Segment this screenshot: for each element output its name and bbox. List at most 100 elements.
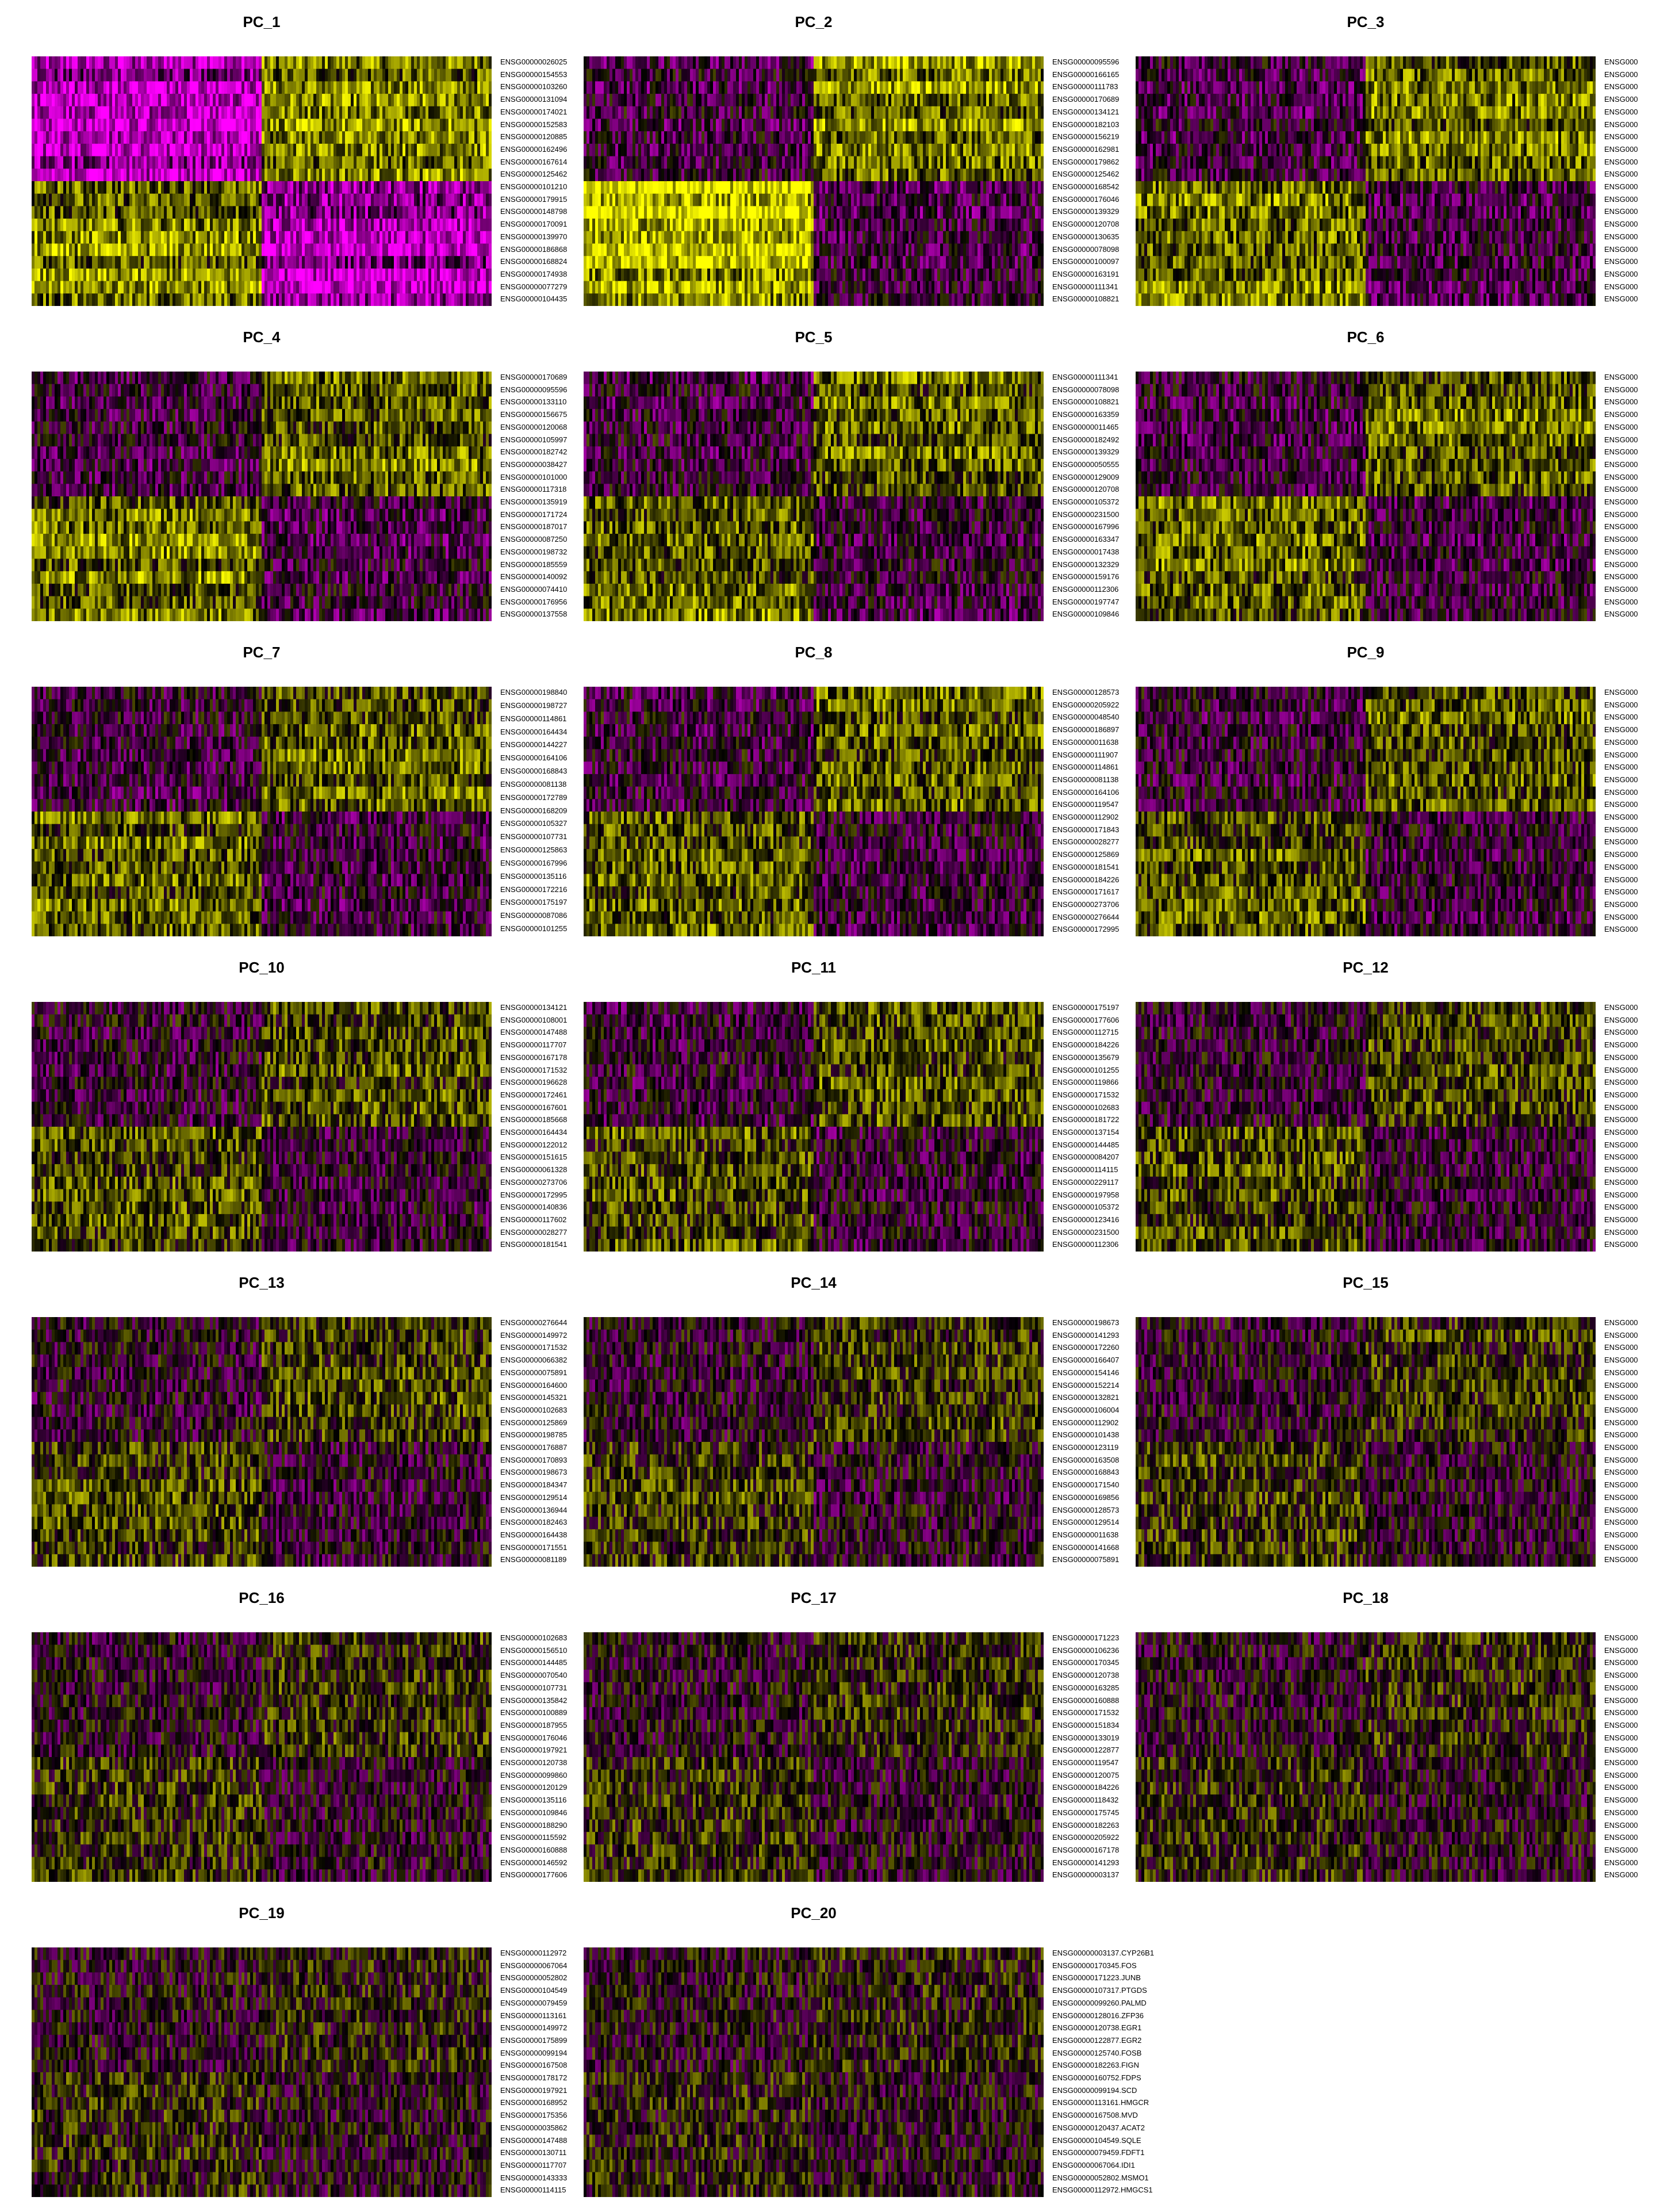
heatmap-cell <box>250 194 254 206</box>
heatmap-cell <box>86 81 90 94</box>
heatmap-cell <box>417 244 420 257</box>
heatmap-cell <box>244 206 248 219</box>
heatmap-cell <box>221 119 225 132</box>
heatmap-cell <box>880 144 883 156</box>
heatmap-cell <box>305 106 308 119</box>
heatmap-cell <box>118 281 121 294</box>
heatmap-cell <box>264 281 268 294</box>
heatmap-cell <box>972 156 975 169</box>
heatmap-cell <box>247 169 251 181</box>
heatmap-cell <box>262 244 265 257</box>
heatmap-cell <box>417 269 420 281</box>
heatmap-cell <box>664 69 668 82</box>
heatmap-cell <box>1026 106 1030 119</box>
heatmap-cell <box>966 156 969 169</box>
heatmap-cell <box>213 269 216 281</box>
heatmap-cell <box>241 231 245 244</box>
heatmap-cell <box>908 156 912 169</box>
heatmap-cell <box>480 56 484 69</box>
heatmap-cell <box>842 181 846 194</box>
heatmap-cell <box>834 56 837 69</box>
heatmap-cell <box>89 106 93 119</box>
heatmap-cell <box>903 156 906 169</box>
heatmap-cell <box>285 119 288 132</box>
heatmap-cell <box>95 131 98 144</box>
heatmap-cell <box>216 131 219 144</box>
heatmap-cell <box>374 281 377 294</box>
heatmap-cell <box>262 131 265 144</box>
heatmap-cell <box>388 269 392 281</box>
heatmap-cell <box>431 106 435 119</box>
heatmap-cell <box>897 81 900 94</box>
heatmap-cell <box>83 281 87 294</box>
heatmap-cell <box>322 81 325 94</box>
heatmap-cell <box>112 169 116 181</box>
heatmap-cell <box>638 69 642 82</box>
heatmap-cell <box>1018 106 1021 119</box>
heatmap-cell <box>960 156 964 169</box>
heatmap-cell <box>612 131 616 144</box>
heatmap-cell <box>440 169 443 181</box>
heatmap-cell <box>109 94 113 106</box>
heatmap-cell <box>888 94 892 106</box>
heatmap-cell <box>95 144 98 156</box>
heatmap-cell <box>40 106 44 119</box>
heatmap-cell <box>178 169 182 181</box>
heatmap-cell <box>336 269 340 281</box>
heatmap-cell <box>610 81 613 94</box>
heatmap-cell <box>808 169 811 181</box>
heatmap-cell <box>98 219 101 231</box>
heatmap-cell <box>785 56 788 69</box>
heatmap-cell <box>837 69 840 82</box>
heatmap-cell <box>489 281 492 294</box>
heatmap-cell <box>1032 106 1036 119</box>
heatmap-cell <box>356 131 360 144</box>
heatmap-cell <box>60 219 64 231</box>
heatmap-cell <box>316 144 320 156</box>
heatmap-cell <box>865 106 869 119</box>
heatmap-cell <box>147 119 150 132</box>
heatmap-cell <box>34 81 38 94</box>
heatmap-cell <box>477 281 481 294</box>
heatmap-cell <box>336 56 340 69</box>
heatmap-cell <box>443 256 446 269</box>
heatmap-cell <box>201 206 205 219</box>
heatmap-cell <box>141 106 144 119</box>
heatmap-cell <box>135 244 139 257</box>
heatmap-cell <box>334 293 337 306</box>
heatmap-cell <box>477 131 481 144</box>
heatmap-cell <box>218 219 222 231</box>
heatmap-cell <box>946 106 949 119</box>
heatmap-cell <box>483 56 486 69</box>
heatmap-cell <box>256 106 259 119</box>
heatmap-cell <box>394 81 397 94</box>
heatmap-cell <box>598 169 601 181</box>
heatmap-cell <box>345 69 348 82</box>
heatmap-cell <box>931 144 935 156</box>
heatmap-cell <box>598 81 601 94</box>
heatmap-cell <box>851 56 854 69</box>
heatmap-cell <box>359 194 363 206</box>
heatmap-cell <box>618 131 622 144</box>
heatmap-cell <box>627 94 630 106</box>
heatmap-cell <box>621 131 624 144</box>
heatmap-cell <box>598 144 601 156</box>
heatmap-cell <box>293 206 297 219</box>
heatmap-cell <box>437 81 440 94</box>
heatmap-cell <box>897 119 900 132</box>
heatmap-cell <box>607 81 610 94</box>
heatmap-cell <box>331 256 334 269</box>
heatmap-cell <box>334 106 337 119</box>
heatmap-cell <box>489 56 492 69</box>
heatmap-cell <box>696 56 699 69</box>
heatmap-cell <box>230 231 233 244</box>
heatmap-cell <box>690 69 693 82</box>
heatmap-cell <box>112 231 116 244</box>
heatmap-cell <box>382 106 386 119</box>
heatmap-cell <box>60 206 64 219</box>
heatmap-cell <box>296 281 300 294</box>
heatmap-cell <box>397 194 400 206</box>
heatmap-cell <box>428 231 432 244</box>
heatmap-cell <box>109 293 113 306</box>
heatmap-cell <box>874 106 877 119</box>
